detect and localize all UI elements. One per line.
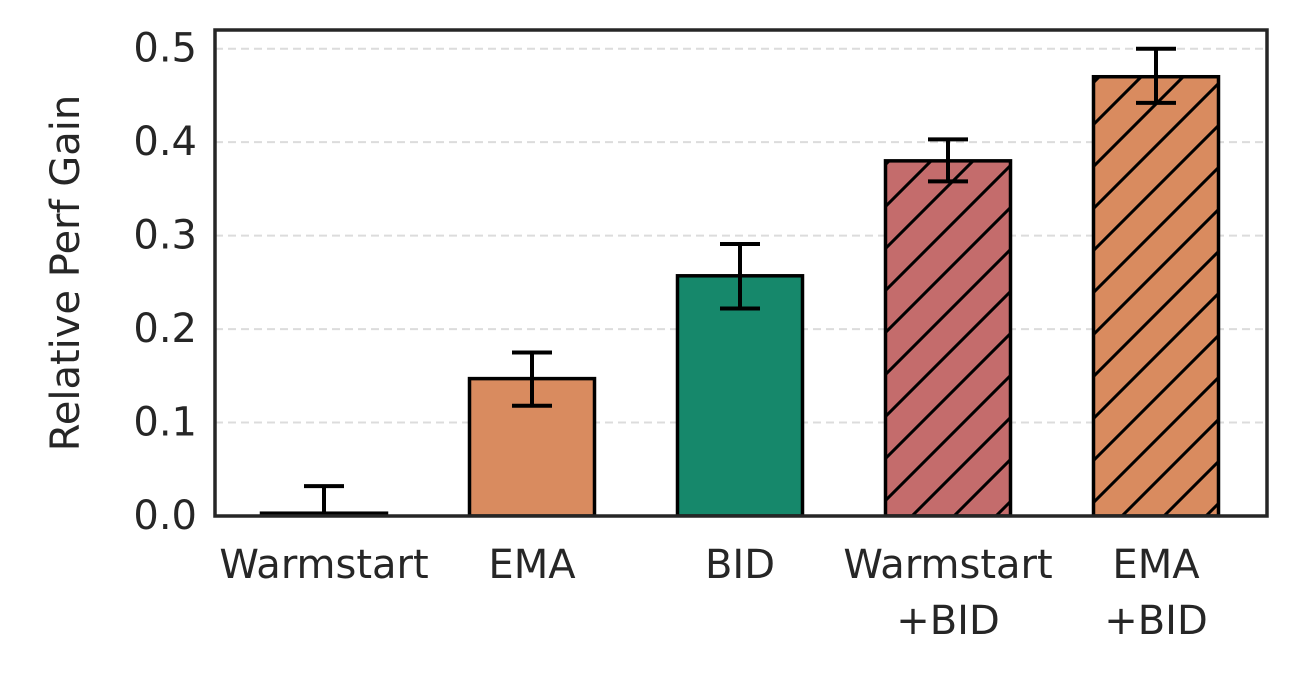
x-tick-label-line: Warmstart xyxy=(843,542,1052,588)
grid-lines xyxy=(215,47,1267,424)
x-tick-label: BID xyxy=(705,542,775,588)
x-tick-labels: Warmstart EMA BID Warmstart +BID EMA +BID xyxy=(219,542,1207,644)
y-tick-label: 0.3 xyxy=(133,213,197,259)
error-bars xyxy=(304,46,1176,516)
x-tick-label: EMA xyxy=(488,542,576,588)
plot-frame xyxy=(213,28,1269,518)
x-tick-label: EMA +BID xyxy=(1104,542,1208,644)
x-tick-label-line: BID xyxy=(705,542,775,588)
bar xyxy=(677,275,803,516)
y-axis-label: Relative Perf Gain xyxy=(43,95,89,452)
y-tick-label: 0.4 xyxy=(133,119,197,165)
bar-hatch xyxy=(1093,76,1219,516)
bar-hatch xyxy=(885,160,1011,516)
x-tick-label-line: +BID xyxy=(1104,598,1208,644)
x-tick-label-line: EMA xyxy=(1112,542,1200,588)
bars xyxy=(259,74,1221,517)
y-tick-label: 0.5 xyxy=(133,26,197,72)
y-tick-labels: 0.0 0.1 0.2 0.3 0.4 0.5 xyxy=(133,26,197,539)
x-tick-label-line: EMA xyxy=(488,542,576,588)
x-tick-label-line: +BID xyxy=(896,598,1000,644)
y-tick-label: 0.2 xyxy=(133,306,197,352)
x-tick-label-line: Warmstart xyxy=(219,542,428,588)
x-tick-label: Warmstart +BID xyxy=(843,542,1052,644)
y-tick-label: 0.0 xyxy=(133,493,197,539)
y-tick-label: 0.1 xyxy=(133,400,197,446)
x-tick-label: Warmstart xyxy=(219,542,428,588)
